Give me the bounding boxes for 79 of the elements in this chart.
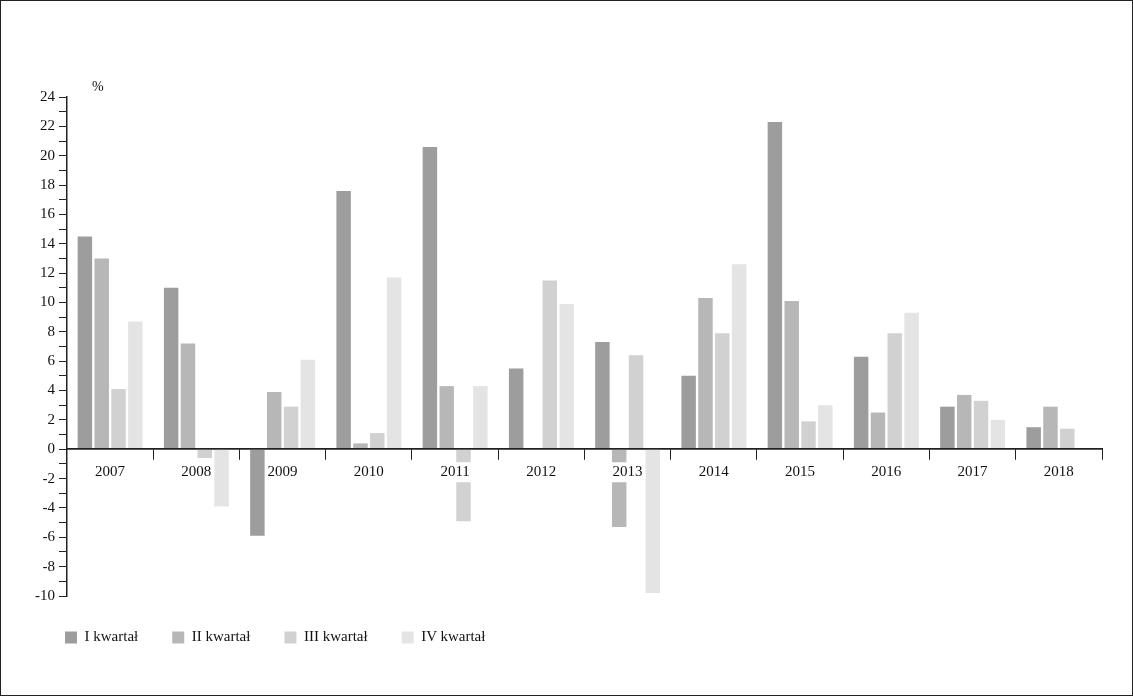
bar [353, 443, 368, 449]
y-tick-label: 12 [40, 264, 55, 281]
bar [336, 190, 351, 449]
legend-label: IV kwartał [421, 628, 487, 645]
bar [784, 301, 799, 449]
y-tick-label: 16 [40, 205, 56, 222]
bar [94, 258, 109, 449]
bar [767, 121, 783, 449]
y-tick-label: 4 [47, 381, 56, 398]
bar [77, 236, 93, 449]
bar [973, 400, 989, 449]
x-tick-label: 2016 [871, 463, 902, 480]
y-tick-label: -2 [42, 469, 55, 486]
bar [990, 419, 1006, 449]
bar [715, 333, 730, 449]
bar [818, 405, 833, 449]
bar [300, 359, 316, 449]
bar [1026, 427, 1041, 449]
bar [731, 264, 747, 449]
bar [439, 386, 454, 449]
x-tick-label: 2011 [440, 463, 470, 480]
bar [887, 333, 903, 449]
bar [853, 356, 869, 449]
x-tick-label: 2008 [181, 463, 212, 480]
y-tick-label: -4 [42, 498, 56, 515]
y-tick-label: 2 [47, 410, 55, 427]
x-tick-label: 2010 [353, 463, 384, 480]
bar [628, 355, 644, 449]
bar [870, 412, 886, 449]
bar [698, 298, 713, 449]
y-tick-label: 8 [47, 322, 55, 339]
bar [508, 368, 524, 449]
bar [904, 312, 919, 449]
y-tick-label: 22 [40, 117, 55, 134]
y-tick-label: 10 [40, 293, 55, 310]
bar [473, 386, 488, 449]
x-tick-label: 2014 [698, 463, 730, 480]
x-tick-label: 2013 [612, 463, 643, 480]
bar [1043, 406, 1058, 449]
x-tick-label: 2007 [95, 463, 126, 480]
x-tick-label: 2015 [785, 463, 816, 480]
x-tick-label: 2018 [1043, 463, 1074, 480]
y-axis-title: % [92, 79, 104, 95]
y-tick-label: 14 [40, 234, 56, 251]
bar [681, 375, 696, 449]
y-tick-label: 24 [40, 87, 56, 104]
bar [542, 280, 558, 449]
y-tick-label: 20 [40, 146, 55, 163]
legend-label: I kwartał [84, 628, 140, 645]
y-tick-label: 18 [40, 176, 55, 192]
bar [163, 287, 179, 449]
bar [422, 146, 438, 449]
y-tick-label: -10 [35, 586, 55, 603]
bar [1060, 428, 1075, 449]
legend-label: II kwartał [191, 628, 252, 645]
bar [214, 449, 229, 507]
bar [595, 342, 610, 449]
bar [283, 406, 299, 449]
bar [386, 277, 402, 449]
bar [250, 449, 265, 536]
legend-label: III kwartał [303, 628, 369, 645]
x-tick-label: 2012 [526, 463, 557, 480]
bar [370, 433, 385, 449]
bar [180, 343, 196, 449]
bar [940, 406, 955, 449]
bar [645, 449, 661, 594]
y-tick-label: 0 [47, 440, 55, 457]
bar [956, 394, 972, 449]
bar [197, 449, 213, 459]
bar [128, 321, 143, 449]
bar [801, 421, 816, 449]
bar [266, 392, 282, 449]
bar [559, 303, 574, 449]
y-tick-label: -8 [42, 557, 55, 574]
y-tick-label: -6 [42, 528, 56, 545]
x-tick-label: 2017 [957, 463, 989, 480]
bar [111, 389, 126, 449]
x-tick-label: 2009 [267, 463, 298, 480]
y-tick-label: 6 [47, 352, 56, 369]
